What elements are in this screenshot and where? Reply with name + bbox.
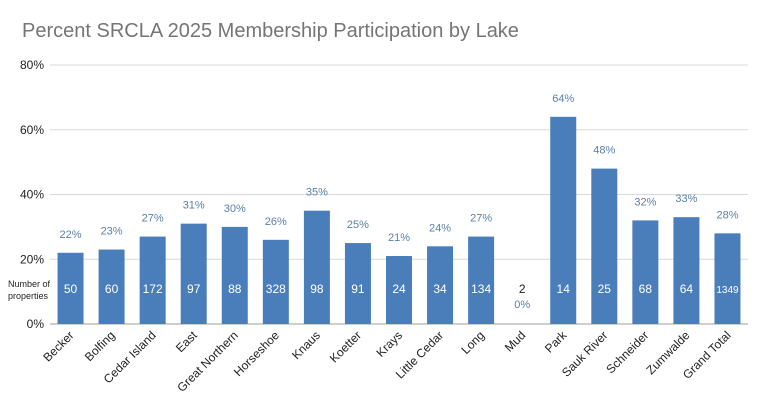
x-tick-label: Becker <box>40 328 76 364</box>
bar <box>673 217 700 324</box>
y-tick-label: 80% <box>20 58 44 72</box>
percent-label: 22% <box>60 229 82 241</box>
percent-label: 23% <box>101 226 123 238</box>
chart-title: Percent SRCLA 2025 Membership Participat… <box>22 20 519 42</box>
property-count-label: 34 <box>433 282 447 296</box>
y-tick-label: 40% <box>20 188 44 202</box>
percent-label: 21% <box>388 232 410 244</box>
percent-label: 48% <box>593 145 615 157</box>
x-tick-label: Krays <box>374 328 406 360</box>
x-tick-label: East <box>173 328 200 355</box>
bar <box>98 249 125 324</box>
percent-label: 64% <box>552 93 574 105</box>
property-count-label: 24 <box>392 282 406 296</box>
percent-label: 0% <box>514 299 530 311</box>
property-count-label: 64 <box>680 282 694 296</box>
percent-label: 30% <box>224 203 246 215</box>
bar <box>344 243 371 324</box>
y-tick-label: 60% <box>20 123 44 137</box>
percent-label: 27% <box>470 213 492 225</box>
bar <box>632 220 659 324</box>
property-count-label: 50 <box>64 282 78 296</box>
properties-row-label-line2: properties <box>8 291 49 301</box>
percent-label: 33% <box>675 193 697 205</box>
properties-row-label-line1: Number of <box>8 279 51 289</box>
percent-label: 35% <box>306 187 328 199</box>
data-labels: 22% 50 23% 60 27% 172 31% 97 30% 88 26% 328 35% 98 25%… <box>60 93 740 311</box>
x-tick-label: Knaus <box>289 328 323 362</box>
property-count-label: 134 <box>471 282 491 296</box>
percent-label: 27% <box>142 213 164 225</box>
bar <box>468 236 495 324</box>
bar <box>139 236 166 324</box>
property-count-label: 2 <box>519 282 526 296</box>
y-axis-ticks: 0% 20% 40% 60% 80% <box>20 58 44 331</box>
y-tick-label: 0% <box>27 317 45 331</box>
bar <box>386 256 412 324</box>
bar <box>262 239 289 324</box>
x-tick-label: Long <box>458 328 487 357</box>
percent-label: 32% <box>634 196 656 208</box>
property-count-label: 25 <box>598 282 612 296</box>
property-count-label: 88 <box>228 282 242 296</box>
percent-label: 31% <box>183 200 205 212</box>
property-count-label: 60 <box>105 282 119 296</box>
bar <box>180 223 207 324</box>
bar <box>591 168 618 324</box>
property-count-label: 97 <box>187 282 201 296</box>
percent-label: 24% <box>429 222 451 234</box>
property-count-label: 68 <box>639 282 653 296</box>
property-count-label: 14 <box>557 282 571 296</box>
property-count-label: 98 <box>310 282 324 296</box>
bar <box>57 252 84 324</box>
x-tick-label: Bolfing <box>82 328 118 364</box>
bar <box>221 226 248 324</box>
x-tick-label: Koetter <box>327 328 364 365</box>
bar <box>303 210 330 324</box>
percent-label: 26% <box>265 216 287 228</box>
percent-label: 28% <box>716 209 738 221</box>
x-tick-label: Horseshoe <box>231 328 282 379</box>
property-count-label: 328 <box>266 282 286 296</box>
bar <box>714 233 741 324</box>
property-count-label: 172 <box>143 282 163 296</box>
bar <box>427 246 454 324</box>
property-count-label: 91 <box>351 282 365 296</box>
property-count-label: 1349 <box>716 285 739 296</box>
bars <box>57 116 741 324</box>
percent-label: 25% <box>347 219 369 231</box>
bar <box>550 116 577 324</box>
y-tick-label: 20% <box>20 252 44 266</box>
x-tick-label: Park <box>542 328 570 356</box>
x-tick-label: Mud <box>502 328 528 354</box>
